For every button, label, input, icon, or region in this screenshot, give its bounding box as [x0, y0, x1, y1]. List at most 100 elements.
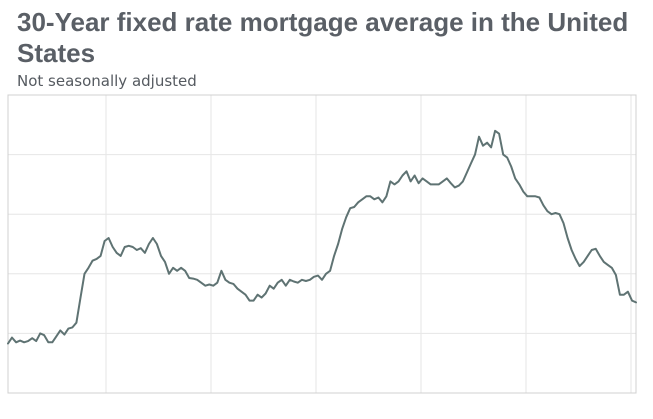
data-point [329, 270, 331, 272]
data-point [212, 285, 214, 287]
data-point [381, 201, 383, 203]
data-point [208, 283, 210, 286]
data-points [7, 130, 637, 345]
data-point [361, 198, 363, 200]
data-point [309, 279, 311, 281]
data-point [462, 180, 464, 182]
data-point [526, 195, 528, 197]
data-point [554, 212, 557, 214]
data-point [434, 183, 436, 185]
data-point [623, 294, 625, 296]
data-point [228, 282, 230, 284]
data-point [466, 171, 468, 174]
data-point [430, 183, 432, 185]
data-point [79, 297, 82, 299]
data-point [345, 216, 347, 218]
data-point [325, 273, 327, 275]
data-point [450, 182, 452, 184]
data-point [15, 341, 17, 343]
data-point [393, 183, 396, 185]
data-point [269, 285, 271, 287]
data-point [168, 273, 170, 275]
data-point [224, 279, 226, 281]
data-point [108, 237, 110, 239]
data-point [184, 270, 186, 272]
data-point [96, 258, 98, 260]
data-point [176, 270, 178, 272]
data-point [289, 279, 291, 281]
data-point [546, 210, 549, 212]
data-point [627, 291, 629, 293]
data-point [200, 282, 202, 284]
data-point [615, 274, 617, 276]
data-point [534, 195, 537, 197]
data-point [426, 180, 428, 182]
data-point [506, 157, 508, 159]
data-point [482, 145, 484, 147]
data-point [414, 174, 416, 177]
data-point [607, 264, 609, 266]
data-point [160, 255, 162, 257]
data-point [631, 300, 633, 302]
data-point [571, 249, 573, 251]
data-point [603, 261, 605, 263]
data-point [196, 279, 198, 281]
data-point [353, 206, 355, 208]
data-point [305, 280, 307, 282]
data-point [244, 294, 247, 296]
data-point [446, 177, 448, 179]
data-point [152, 237, 154, 239]
data-point [401, 174, 404, 177]
data-point [635, 301, 637, 303]
data-point [470, 162, 472, 165]
data-point [550, 213, 553, 215]
data-point [51, 341, 53, 343]
data-point [313, 276, 315, 278]
data-point [220, 270, 222, 272]
data-point [144, 252, 146, 254]
data-point [83, 273, 86, 275]
data-point [100, 255, 102, 257]
data-point [599, 255, 601, 257]
data-point [494, 130, 496, 132]
data-point [530, 195, 532, 197]
data-point [558, 213, 561, 215]
data-point [257, 294, 259, 296]
data-point [389, 180, 391, 182]
data-point [514, 177, 516, 179]
data-point [248, 300, 251, 302]
data-point [369, 195, 371, 197]
data-point [442, 180, 444, 182]
data-point [297, 282, 299, 284]
data-point [518, 183, 520, 185]
data-point [71, 326, 73, 328]
data-point [486, 142, 488, 144]
data-point [385, 195, 387, 197]
data-point [579, 265, 581, 267]
data-point [148, 243, 150, 245]
data-point [522, 191, 524, 193]
data-point [333, 255, 335, 257]
data-point [405, 170, 408, 172]
data-point [87, 267, 90, 269]
data-point [240, 291, 243, 293]
data-point [27, 340, 29, 342]
data-point [120, 255, 122, 257]
data-point [273, 288, 275, 290]
data-point [47, 341, 49, 343]
data-point [204, 285, 206, 287]
data-point [35, 340, 37, 342]
data-point [265, 292, 267, 295]
data-point [490, 146, 492, 148]
data-point [285, 285, 287, 287]
data-point [180, 267, 182, 269]
chart-title: 30-Year fixed rate mortgage average in t… [17, 7, 629, 68]
data-point [458, 185, 460, 187]
data-point [216, 282, 218, 284]
data-point [67, 328, 69, 330]
chart-subtitle: Not seasonally adjusted [17, 72, 197, 90]
data-point [188, 277, 190, 279]
data-point [397, 180, 400, 182]
data-point [619, 294, 621, 296]
data-point [236, 288, 239, 290]
